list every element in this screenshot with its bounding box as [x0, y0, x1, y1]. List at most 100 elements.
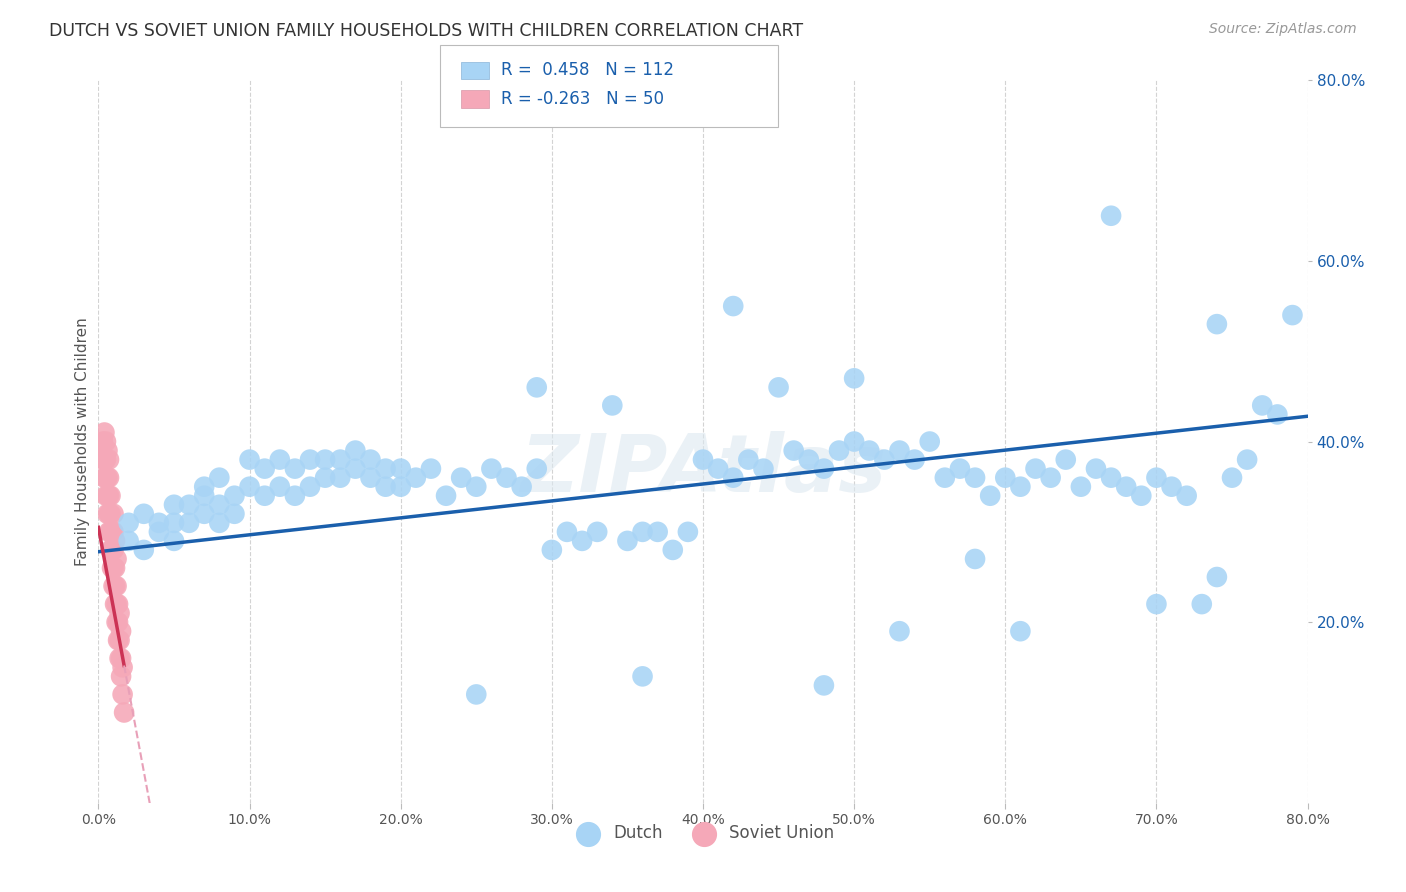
Point: [253, 461, 276, 475]
Point: [904, 452, 927, 467]
Point: [828, 443, 851, 458]
Point: [783, 443, 806, 458]
Point: [1010, 480, 1032, 494]
Point: [450, 471, 472, 485]
Point: [91, 434, 114, 449]
Point: [284, 461, 307, 475]
Point: [179, 516, 201, 530]
Point: [98, 489, 121, 503]
Point: [844, 371, 866, 385]
Point: [510, 480, 533, 494]
Point: [768, 380, 790, 394]
Point: [1175, 489, 1198, 503]
Point: [389, 480, 412, 494]
Point: [148, 524, 170, 539]
Y-axis label: Family Households with Children: Family Households with Children: [75, 318, 90, 566]
Point: [797, 452, 820, 467]
Point: [101, 561, 124, 575]
Point: [526, 380, 548, 394]
Point: [148, 516, 170, 530]
Point: [676, 524, 699, 539]
Point: [179, 498, 201, 512]
Point: [918, 434, 941, 449]
Point: [208, 516, 231, 530]
Point: [1281, 308, 1303, 322]
Point: [844, 434, 866, 449]
Point: [889, 443, 911, 458]
Point: [1115, 480, 1137, 494]
Point: [103, 542, 125, 557]
Point: [118, 516, 141, 530]
Point: [239, 452, 262, 467]
Text: Source: ZipAtlas.com: Source: ZipAtlas.com: [1209, 22, 1357, 37]
Point: [661, 542, 683, 557]
Point: [723, 471, 745, 485]
Point: [93, 471, 115, 485]
Point: [737, 452, 759, 467]
Point: [360, 452, 382, 467]
Point: [107, 597, 129, 611]
Point: [101, 542, 124, 557]
Point: [344, 443, 367, 458]
Point: [118, 533, 141, 548]
Point: [94, 434, 117, 449]
Point: [94, 452, 117, 467]
Point: [692, 452, 714, 467]
Point: [110, 669, 132, 683]
Point: [108, 651, 131, 665]
Point: [91, 452, 114, 467]
Point: [111, 660, 134, 674]
Point: [107, 633, 129, 648]
Point: [269, 480, 291, 494]
Point: [110, 651, 132, 665]
Point: [631, 669, 654, 683]
Point: [104, 597, 127, 611]
Point: [96, 471, 118, 485]
Point: [374, 480, 396, 494]
Point: [631, 524, 654, 539]
Point: [193, 480, 215, 494]
Text: ZIPAtlas: ZIPAtlas: [520, 432, 886, 509]
Point: [329, 471, 352, 485]
Point: [299, 480, 322, 494]
Point: [465, 687, 488, 701]
Point: [112, 706, 135, 720]
Point: [108, 606, 131, 620]
Point: [96, 443, 118, 458]
Point: [813, 461, 835, 475]
Point: [104, 561, 127, 575]
Point: [105, 552, 128, 566]
Point: [239, 480, 262, 494]
Text: DUTCH VS SOVIET UNION FAMILY HOUSEHOLDS WITH CHILDREN CORRELATION CHART: DUTCH VS SOVIET UNION FAMILY HOUSEHOLDS …: [49, 22, 803, 40]
Point: [1024, 461, 1046, 475]
Point: [1191, 597, 1213, 611]
Point: [858, 443, 880, 458]
Point: [299, 452, 322, 467]
Point: [284, 489, 307, 503]
Point: [934, 471, 956, 485]
Point: [1206, 317, 1229, 331]
Point: [752, 461, 775, 475]
Point: [193, 489, 215, 503]
Point: [979, 489, 1001, 503]
Point: [103, 507, 125, 521]
Point: [1130, 489, 1153, 503]
Point: [163, 498, 186, 512]
Point: [208, 498, 231, 512]
Point: [329, 452, 352, 467]
Point: [813, 678, 835, 692]
Text: R =  0.458   N = 112: R = 0.458 N = 112: [501, 62, 673, 79]
Point: [100, 507, 122, 521]
Point: [100, 524, 122, 539]
Point: [481, 461, 503, 475]
Point: [1206, 570, 1229, 584]
Point: [374, 461, 396, 475]
Point: [873, 452, 896, 467]
Point: [1099, 471, 1122, 485]
Point: [616, 533, 638, 548]
Point: [647, 524, 669, 539]
Point: [208, 471, 231, 485]
Point: [98, 524, 121, 539]
Point: [224, 507, 246, 521]
Point: [1085, 461, 1108, 475]
